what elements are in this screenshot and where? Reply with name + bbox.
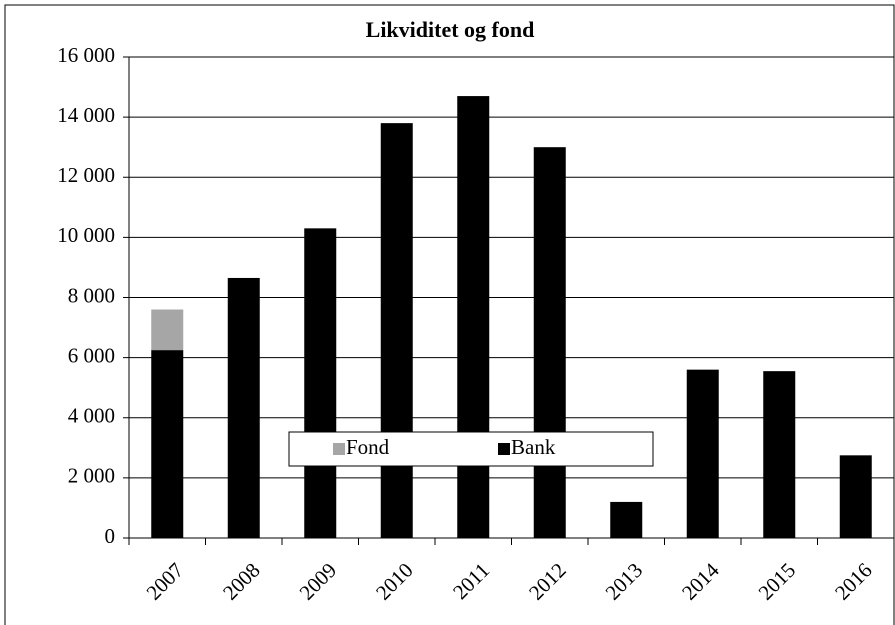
y-tick-label: 16 000 [57,43,115,67]
legend-swatch [333,443,345,455]
legend-label: Fond [346,435,390,459]
legend-label: Bank [511,435,556,459]
chart-title: Likviditet og fond [366,17,535,42]
bar [457,96,490,539]
y-tick-label: 8 000 [68,283,115,307]
y-tick-label: 14 000 [57,103,115,127]
chart-frame [4,4,895,625]
bar [686,369,719,538]
legend-box [288,431,654,467]
y-tick-label: 12 000 [57,163,115,187]
bar [839,455,872,538]
y-tick-label: 6 000 [68,343,115,367]
y-tick-label: 2 000 [68,464,115,488]
bar [151,309,184,351]
legend-swatch [498,443,510,455]
bar [610,501,643,538]
bar [380,123,413,538]
y-tick-label: 4 000 [68,404,115,428]
bar [763,371,796,538]
bar [151,350,184,538]
bar [304,228,337,538]
y-tick-label: 0 [105,524,116,548]
y-tick-label: 10 000 [57,223,115,247]
bar [533,147,566,538]
bar [227,277,260,538]
